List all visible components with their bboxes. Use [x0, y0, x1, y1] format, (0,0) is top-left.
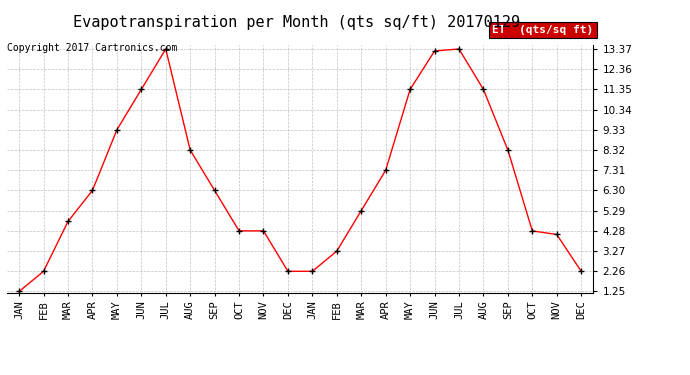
Text: ET  (qts/sq ft): ET (qts/sq ft)	[492, 25, 593, 35]
Text: Evapotranspiration per Month (qts sq/ft) 20170129: Evapotranspiration per Month (qts sq/ft)…	[73, 15, 520, 30]
Text: Copyright 2017 Cartronics.com: Copyright 2017 Cartronics.com	[7, 43, 177, 53]
